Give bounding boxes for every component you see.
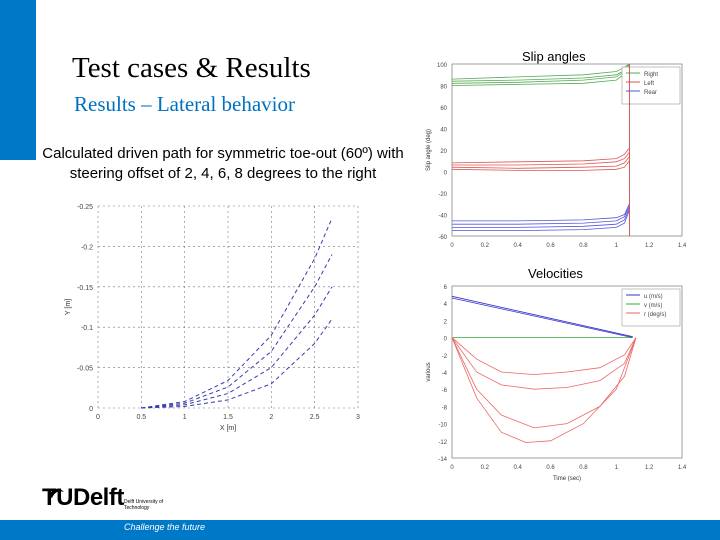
series-line-2	[141, 286, 333, 409]
x-tick-label: 0	[96, 414, 100, 421]
y-tick-label: 20	[440, 149, 447, 155]
x-axis-label: Time (sec)	[553, 476, 581, 482]
y-tick-label: -14	[438, 457, 447, 463]
series-line-6	[452, 151, 630, 166]
legend-label: r (deg/s)	[644, 312, 666, 318]
y-tick-label: 100	[437, 63, 448, 69]
y-tick-label: -0.15	[77, 285, 93, 292]
x-tick-label: 1.5	[223, 414, 233, 421]
legend-label: Right	[644, 72, 658, 78]
x-tick-label: 1.4	[678, 243, 687, 249]
plot-frame	[451, 285, 683, 459]
y-tick-label: -60	[438, 235, 447, 241]
x-tick-label: 0.2	[481, 243, 490, 249]
x-tick-label: 0.4	[514, 465, 523, 471]
y-tick-label: -6	[442, 388, 448, 394]
series-line-10	[452, 205, 630, 225]
footer-tagline: Challenge the future	[124, 522, 206, 532]
series-line-4	[451, 337, 637, 376]
slip-chart-title: Slip angles	[522, 49, 586, 64]
logo-subtext: Delft University of Technology	[124, 499, 164, 511]
series-line-1	[451, 63, 630, 80]
series-line-6	[451, 337, 637, 429]
footer-band	[0, 520, 720, 540]
y-tick-label: -4	[442, 371, 448, 377]
y-tick-label: 6	[444, 285, 448, 291]
tudelft-logo: TUDelft	[42, 484, 124, 511]
x-tick-label: 1.4	[678, 465, 687, 471]
series-line-1	[451, 295, 633, 338]
x-tick-label: 0.6	[546, 465, 555, 471]
x-tick-label: 1	[615, 465, 619, 471]
x-tick-label: 0.2	[481, 465, 490, 471]
x-tick-label: 0.5	[136, 414, 146, 421]
x-axis-label: X [m]	[220, 425, 236, 432]
series-line-4	[141, 217, 333, 409]
x-tick-label: 0	[450, 465, 454, 471]
y-tick-label: -20	[438, 192, 447, 198]
x-tick-label: 2	[269, 414, 273, 421]
y-tick-label: 0	[89, 406, 93, 413]
series-line-3	[141, 254, 333, 409]
x-tick-label: 1	[615, 243, 619, 249]
x-tick-label: 1.2	[645, 243, 654, 249]
y-tick-label: -2	[442, 354, 448, 360]
series-line-5	[451, 147, 630, 164]
series-line-12	[452, 210, 630, 232]
x-tick-label: 1.2	[645, 465, 654, 471]
slide-description: Calculated driven path for symmetric toe…	[42, 145, 404, 182]
footer	[0, 476, 720, 540]
x-tick-label: 0.8	[579, 465, 588, 471]
accent-bar	[0, 0, 36, 160]
y-tick-label: 0	[444, 171, 448, 177]
x-tick-label: 0	[450, 243, 454, 249]
y-tick-label: -8	[442, 405, 448, 411]
legend-label: Rear	[644, 90, 657, 96]
y-tick-label: 2	[444, 319, 448, 325]
legend-label: Left	[644, 81, 654, 87]
series-line-4	[451, 63, 630, 86]
y-tick-label: 80	[440, 85, 447, 91]
y-tick-label: -0.25	[77, 204, 93, 211]
slide-subtitle: Results – Lateral behavior	[74, 92, 296, 116]
series-line-11	[452, 207, 630, 228]
y-axis-label: Y [m]	[65, 299, 72, 315]
series-line-7	[451, 337, 637, 443]
x-tick-label: 2.5	[310, 414, 320, 421]
velocity-chart: 0 0.2 0.4 0.6 0.8 1 1.2 1.4 6 4 2 0 -2 -4 -6 -8 -10 -12 -1…	[426, 285, 687, 482]
y-tick-label: 60	[440, 106, 447, 112]
legend-label: v (m/s)	[644, 303, 662, 309]
y-tick-label: 40	[440, 128, 447, 134]
x-tick-label: 0.6	[546, 243, 555, 249]
series-line-2	[451, 297, 633, 338]
tudelft-flame-icon	[48, 488, 64, 498]
x-tick-label: 3	[356, 414, 360, 421]
series-line-5	[451, 337, 637, 390]
y-axis-label: Slip angle (deg)	[426, 129, 432, 171]
y-tick-label: -0.2	[81, 244, 93, 251]
plot-frame	[451, 63, 683, 237]
slip-angle-chart: 0 0.2 0.4 0.6 0.8 1 1.2 1.4 100 80 60 40 20 0 -20 -40 -6…	[426, 63, 687, 249]
path-chart: 0 0.5 1 1.5 2 2.5 3 0 -0.05 -0.1 -0.15 -0.2 -0.25 X […	[65, 204, 360, 432]
series-line-7	[451, 156, 630, 169]
y-tick-label: -12	[438, 440, 447, 446]
y-tick-label: -40	[438, 214, 447, 220]
legend-label: u (m/s)	[644, 294, 663, 300]
x-tick-label: 0.8	[579, 243, 588, 249]
y-tick-label: -0.05	[77, 366, 93, 373]
velocity-chart-title: Velocities	[528, 266, 583, 281]
series-line-9	[452, 203, 630, 222]
series-line-1	[141, 318, 333, 409]
y-tick-label: -10	[438, 423, 447, 429]
x-tick-label: 0.4	[514, 243, 523, 249]
series-line-8	[451, 160, 630, 171]
y-tick-label: 4	[444, 302, 448, 308]
slide-title: Test cases & Results	[72, 52, 311, 84]
x-tick-label: 1	[183, 414, 187, 421]
y-tick-label: -0.1	[81, 325, 93, 332]
y-tick-label: 0	[444, 337, 448, 343]
y-axis-label: various	[426, 362, 432, 381]
